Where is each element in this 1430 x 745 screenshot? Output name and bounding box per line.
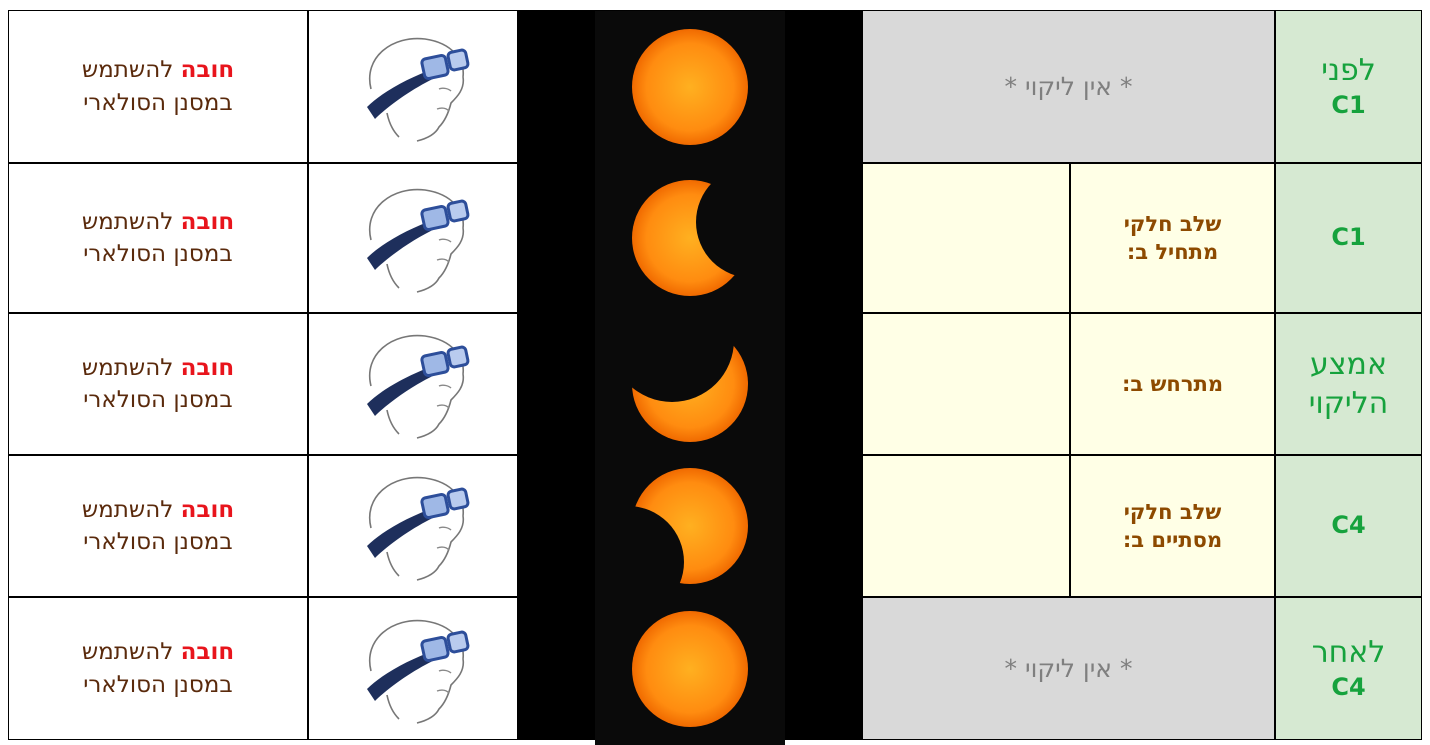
phase-code: C1 bbox=[1331, 223, 1366, 252]
time-cell bbox=[862, 313, 1070, 455]
glasses-cell bbox=[308, 10, 518, 163]
filter-note: חובה להשתמש במסנן הסולארי bbox=[49, 636, 267, 700]
sun-image bbox=[595, 592, 785, 745]
filter-text: להשתמש במסנן הסולארי bbox=[81, 57, 233, 116]
status-cell: * אין ליקוי * bbox=[862, 597, 1275, 740]
status-text: * אין ליקוי * bbox=[1004, 654, 1133, 683]
sun-cell bbox=[518, 10, 862, 163]
phase-cell: לפני C1 bbox=[1275, 10, 1422, 163]
time-cell bbox=[862, 163, 1070, 313]
phase-code: C4 bbox=[1331, 511, 1366, 540]
glasses-cell bbox=[308, 163, 518, 313]
sun-image bbox=[595, 308, 785, 460]
sun-cell bbox=[518, 308, 862, 460]
filter-warning: חובה bbox=[180, 354, 235, 381]
status-cell: מתרחש ב: bbox=[1070, 313, 1275, 455]
filter-text: להשתמש במסנן הסולארי bbox=[81, 496, 233, 555]
filter-cell: חובה להשתמש במסנן הסולארי bbox=[8, 10, 308, 163]
filter-note: חובה להשתמש במסנן הסולארי bbox=[49, 494, 267, 558]
status-text: מתרחש ב: bbox=[1121, 371, 1224, 396]
status-cell: * אין ליקוי * bbox=[862, 10, 1275, 163]
phase-label: אמצע הליקוי bbox=[1308, 347, 1389, 421]
sun-cell bbox=[518, 592, 862, 745]
phase-label: לאחר bbox=[1311, 635, 1386, 671]
phase-code: C4 bbox=[1331, 673, 1366, 702]
filter-note: חובה להשתמש במסנן הסולארי bbox=[49, 352, 267, 416]
glasses-icon bbox=[367, 37, 470, 142]
glasses-cell bbox=[308, 597, 518, 740]
glasses-icon bbox=[367, 334, 470, 439]
filter-cell: חובה להשתמש במסנן הסולארי bbox=[8, 597, 308, 740]
sun-cell bbox=[518, 162, 862, 314]
glasses-icon bbox=[367, 476, 470, 581]
status-cell: שלב חלקי מסתיים ב: bbox=[1070, 455, 1275, 597]
phase-label: לפני bbox=[1321, 53, 1376, 89]
phase-cell: C4 bbox=[1275, 455, 1422, 597]
time-cell bbox=[862, 455, 1070, 597]
filter-warning: חובה bbox=[180, 57, 235, 84]
filter-cell: חובה להשתמש במסנן הסולארי bbox=[8, 313, 308, 455]
phase-cell: C1 bbox=[1275, 163, 1422, 313]
status-text: שלב חלקי מתחיל ב: bbox=[1123, 211, 1222, 264]
phase-code: C1 bbox=[1331, 91, 1366, 120]
filter-text: להשתמש במסנן הסולארי bbox=[81, 639, 233, 698]
filter-note: חובה להשתמש במסנן הסולארי bbox=[49, 206, 267, 270]
glasses-icon bbox=[367, 188, 470, 293]
phase-cell: אמצע הליקוי bbox=[1275, 313, 1422, 455]
glasses-icon bbox=[367, 619, 470, 724]
filter-note: חובה להשתמש במסנן הסולארי bbox=[49, 54, 267, 118]
page: לפני C1 * אין ליקוי * חובה להשתמש במסנן הס… bbox=[8, 10, 1422, 745]
sun-image bbox=[595, 10, 785, 163]
filter-warning: חובה bbox=[180, 496, 235, 523]
glasses-cell bbox=[308, 455, 518, 597]
filter-cell: חובה להשתמש במסנן הסולארי bbox=[8, 455, 308, 597]
filter-text: להשתמש במסנן הסולארי bbox=[81, 354, 233, 413]
sun-image bbox=[595, 450, 785, 602]
filter-cell: חובה להשתמש במסנן הסולארי bbox=[8, 163, 308, 313]
filter-warning: חובה bbox=[180, 208, 235, 235]
status-text: שלב חלקי מסתיים ב: bbox=[1122, 499, 1223, 552]
sun-cell bbox=[518, 450, 862, 602]
filter-text: להשתמש במסנן הסולארי bbox=[81, 208, 233, 267]
phase-cell: לאחר C4 bbox=[1275, 597, 1422, 740]
glasses-cell bbox=[308, 313, 518, 455]
sun-image bbox=[595, 162, 785, 314]
status-text: * אין ליקוי * bbox=[1004, 72, 1133, 101]
filter-warning: חובה bbox=[180, 639, 235, 666]
status-cell: שלב חלקי מתחיל ב: bbox=[1070, 163, 1275, 313]
